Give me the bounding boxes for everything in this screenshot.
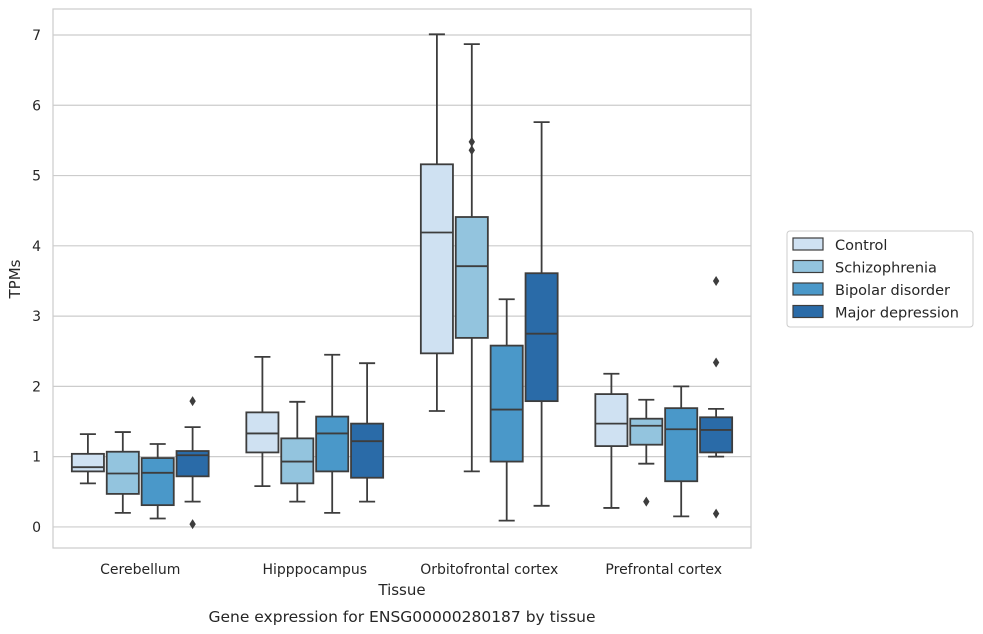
box-plot <box>105 431 140 514</box>
box-plot <box>315 353 350 514</box>
grid-lines <box>53 34 751 528</box>
iqr-box <box>350 422 385 479</box>
iqr-box <box>524 272 559 403</box>
outlier-point <box>189 519 196 530</box>
box-plot <box>594 372 629 509</box>
iqr-box <box>594 393 629 448</box>
figure-caption: Gene expression for ENSG00000280187 by t… <box>208 608 595 626</box>
box-series <box>70 33 734 530</box>
legend-swatch <box>792 282 824 296</box>
y-tick-labels: 0 1 2 3 4 5 6 7 <box>32 28 41 536</box>
y-tick-label: 7 <box>32 28 41 44</box>
y-tick-label: 3 <box>32 309 41 325</box>
outlier-point <box>712 275 720 286</box>
series-3 <box>175 121 734 530</box>
series-0 <box>70 33 629 509</box>
y-tick-label: 1 <box>32 450 41 466</box>
series-1 <box>105 43 664 514</box>
box-plot <box>489 298 524 522</box>
iqr-box <box>419 163 454 355</box>
box-plot <box>454 43 489 473</box>
legend-label: Major depression <box>835 306 959 322</box>
iqr-box <box>454 216 489 339</box>
outlier-point <box>643 496 650 507</box>
iqr-box <box>245 411 280 454</box>
series-2 <box>140 298 699 522</box>
plot-frame <box>52 8 752 549</box>
x-tick-label: Hipppocampus <box>262 562 367 578</box>
legend: Control Schizophrenia Bipolar disorder Majo… <box>786 230 974 328</box>
legend-swatch <box>792 237 824 251</box>
legend-label: Schizophrenia <box>835 261 937 277</box>
x-axis-label: Tissue <box>377 581 425 599</box>
iqr-box <box>315 415 350 473</box>
x-tick-label: Prefrontal cortex <box>605 562 722 578</box>
box-plot <box>245 355 280 488</box>
outlier-point <box>712 357 720 368</box>
outlier-point <box>712 508 720 519</box>
box-plot <box>140 443 175 520</box>
box-plot <box>629 398 664 507</box>
outlier-point <box>468 145 475 156</box>
y-axis-label: TPMs <box>6 259 24 299</box>
legend-frame <box>786 230 974 328</box>
iqr-box <box>699 416 734 454</box>
y-tick-label: 6 <box>32 98 41 114</box>
box-plot <box>280 400 315 503</box>
legend-label: Bipolar disorder <box>835 283 950 299</box>
box-plot <box>699 275 734 519</box>
legend-label: Control <box>835 238 887 254</box>
y-tick-label: 5 <box>32 169 41 185</box>
box-plot <box>350 362 385 503</box>
outlier-point <box>189 396 196 407</box>
x-tick-labels: Cerebellum Hipppocampus Orbitofrontal cort… <box>100 562 722 578</box>
box-plot <box>175 396 210 530</box>
x-tick-label: Orbitofrontal cortex <box>420 562 558 578</box>
outlier-point <box>468 136 475 147</box>
iqr-box <box>629 417 664 446</box>
y-tick-label: 4 <box>32 239 41 255</box>
legend-swatch <box>792 259 824 274</box>
iqr-box <box>664 407 699 483</box>
box-plot <box>419 33 454 412</box>
iqr-box <box>140 457 175 507</box>
y-tick-label: 0 <box>32 520 41 536</box>
y-tick-label: 2 <box>32 379 41 395</box>
x-tick-label: Cerebellum <box>100 562 180 578</box>
legend-swatch <box>792 304 824 319</box>
box-plot <box>524 121 559 507</box>
box-plot <box>70 433 105 485</box>
iqr-box <box>489 344 524 463</box>
iqr-box <box>70 452 105 473</box>
box-plot <box>664 385 699 518</box>
